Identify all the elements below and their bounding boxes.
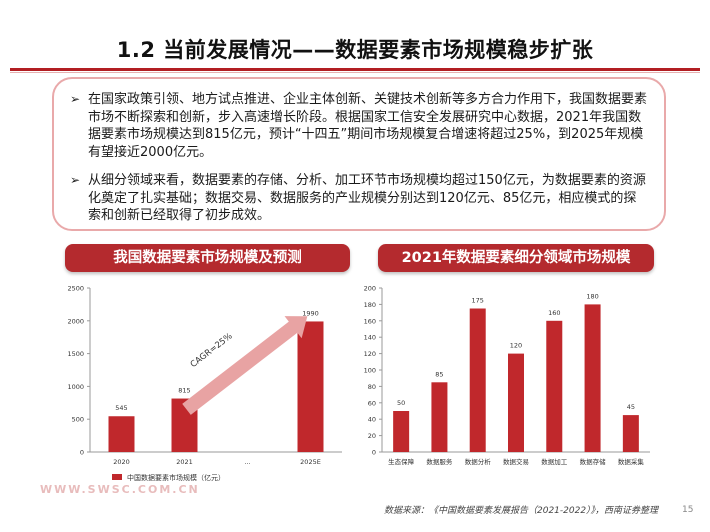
data-label: 175 xyxy=(472,297,484,305)
y-tick-label: 0 xyxy=(80,449,84,457)
right-chart-banner: 2021年数据要素细分领域市场规模 xyxy=(378,244,654,272)
data-label: 1990 xyxy=(302,309,319,317)
y-tick-label: 2000 xyxy=(67,317,84,325)
y-tick-label: 180 xyxy=(364,301,376,309)
data-label: 45 xyxy=(627,403,635,411)
data-label: 815 xyxy=(178,387,190,395)
bar xyxy=(584,304,601,452)
bar xyxy=(622,415,639,452)
y-tick-label: 20 xyxy=(368,432,376,440)
y-tick-label: 1500 xyxy=(67,350,84,358)
bullet-text-2: 从细分领域来看，数据要素的存储、分析、加工环节市场规模均超过150亿元，为数据要… xyxy=(88,173,646,223)
x-tick-label: 数据分析 xyxy=(465,457,492,466)
legend-swatch xyxy=(112,474,122,480)
x-tick-label: 生态保障 xyxy=(388,457,415,466)
bar xyxy=(431,382,448,452)
data-label: 120 xyxy=(510,342,522,350)
x-tick-label: 数据加工 xyxy=(541,457,568,466)
bar xyxy=(393,411,410,452)
data-label: 160 xyxy=(548,309,560,317)
page-number: 15 xyxy=(682,505,694,515)
y-tick-label: 120 xyxy=(364,350,376,358)
cagr-arrow-shape xyxy=(182,316,308,415)
bar xyxy=(546,320,563,452)
bullet-item-1: ➢ 在国家政策引领、地方试点推进、企业主体创新、关键技术创新等多方合力作用下，我… xyxy=(70,91,648,161)
y-tick-label: 100 xyxy=(364,367,376,375)
segment-size-chart: 0 20 40 60 80 100 120 140 160 180 200 生态保障 50 数据服务 85 数… xyxy=(364,285,650,466)
x-tick-label: 数据存储 xyxy=(580,457,607,466)
market-size-chart: 0 500 1000 1500 2000 2500 2020 545 2021 815 … 2025E… xyxy=(67,285,342,482)
bar xyxy=(297,321,324,452)
y-tick-label: 160 xyxy=(364,317,376,325)
page-title: 1.2 当前发展情况——数据要素市场规模稳步扩张 xyxy=(116,38,594,62)
x-tick-label: 2025E xyxy=(300,458,321,466)
website-watermark: WWW.SWSC.COM.CN xyxy=(40,483,200,496)
x-tick-label: 数据交易 xyxy=(503,457,529,466)
summary-box: ➢ 在国家政策引领、地方试点推进、企业主体创新、关键技术创新等多方合力作用下，我… xyxy=(52,77,666,231)
bar xyxy=(508,353,524,452)
source-note: 数据来源：《中国数据要素发展报告（2021-2022）》，西南证券整理 xyxy=(384,506,659,516)
x-tick-label: 2020 xyxy=(113,458,130,466)
y-tick-label: 1000 xyxy=(67,383,84,391)
left-chart-banner: 我国数据要素市场规模及预测 xyxy=(65,244,350,272)
y-tick-label: 200 xyxy=(364,285,376,293)
bar xyxy=(108,416,135,452)
bullet-text-1: 在国家政策引领、地方试点推进、企业主体创新、关键技术创新等多方合力作用下，我国数… xyxy=(88,92,648,160)
data-label: 85 xyxy=(435,370,443,378)
x-tick-label: 数据服务 xyxy=(426,457,453,466)
arrow-bullet-icon: ➢ xyxy=(70,92,81,106)
title-divider-thin xyxy=(10,72,700,73)
x-tick-label: 2021 xyxy=(176,458,193,466)
y-tick-label: 80 xyxy=(368,383,376,391)
y-tick-label: 140 xyxy=(364,334,376,342)
arrow-bullet-icon: ➢ xyxy=(70,173,81,187)
x-tick-label: … xyxy=(244,458,251,466)
bullet-item-2: ➢ 从细分领域来看，数据要素的存储、分析、加工环节市场规模均超过150亿元，为数… xyxy=(70,172,648,225)
cagr-arrow xyxy=(182,316,308,415)
data-label: 50 xyxy=(397,399,405,407)
title-divider xyxy=(10,68,700,71)
cagr-annotation: CAGR=25% xyxy=(189,331,235,370)
y-tick-label: 40 xyxy=(368,416,376,424)
y-tick-label: 60 xyxy=(368,399,376,407)
bar xyxy=(469,308,486,452)
x-tick-label: 数据采集 xyxy=(618,457,645,466)
y-tick-label: 500 xyxy=(72,416,84,424)
data-label: 545 xyxy=(115,404,127,412)
data-label: 180 xyxy=(586,292,598,300)
legend-label: 中国数据要素市场规模（亿元） xyxy=(127,473,225,482)
y-tick-label: 2500 xyxy=(67,285,84,293)
y-tick-label: 0 xyxy=(372,449,376,457)
